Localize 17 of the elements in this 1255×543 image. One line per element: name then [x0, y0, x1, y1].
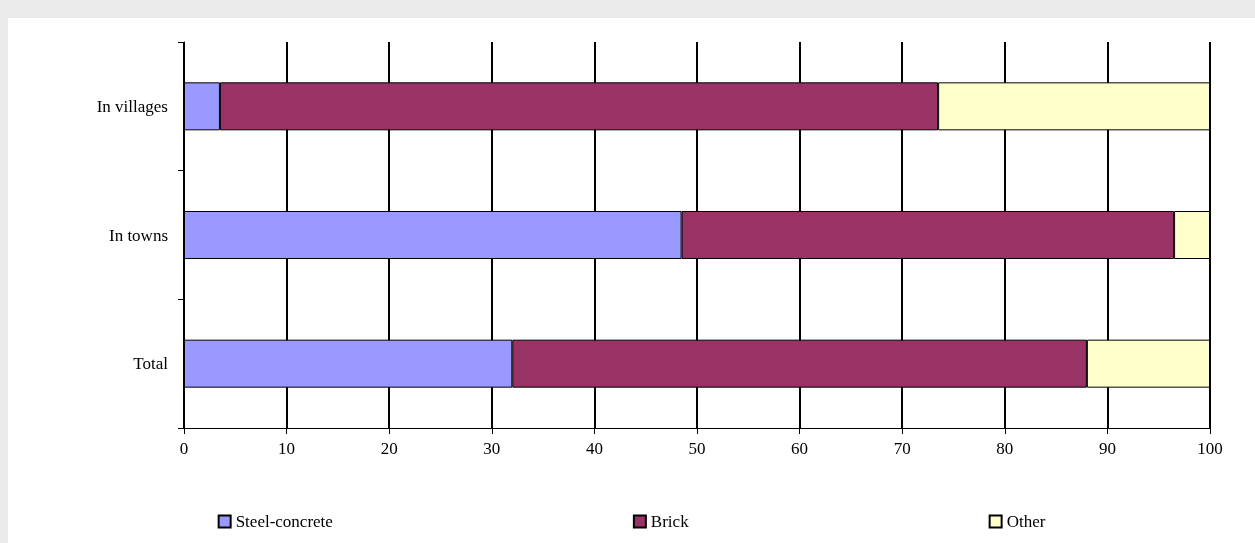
x-tick-label: 20: [380, 439, 398, 458]
x-tick-label: 60: [791, 439, 809, 458]
x-tick-label: 30: [483, 439, 501, 458]
x-tick-label: 0: [179, 439, 189, 458]
x-tick-label: 40: [585, 439, 603, 458]
x-tick-label: 90: [1098, 439, 1116, 458]
y-tick-label: Total: [133, 354, 169, 374]
x-tick-label: 80: [996, 439, 1014, 458]
legend-label: Other: [1006, 512, 1046, 531]
y-tick-label: In villages: [96, 96, 168, 116]
x-tick-label: 100: [1197, 439, 1223, 458]
x-tick-label: 50: [688, 439, 706, 458]
x-tick-label: 10: [278, 439, 296, 458]
x-tick-label: 70: [893, 439, 911, 458]
legend-label: Brick: [650, 512, 690, 531]
legend-label: Steel-concrete: [235, 512, 333, 531]
y-tick-label: In towns: [108, 225, 168, 245]
